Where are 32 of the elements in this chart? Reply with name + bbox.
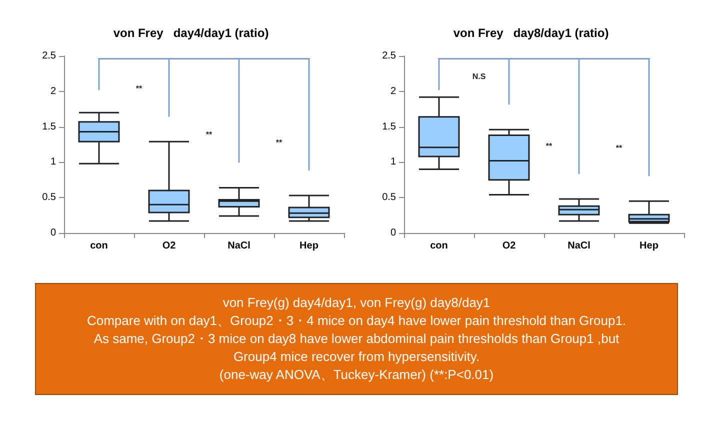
x-tick-label: con xyxy=(430,240,448,252)
y-tick-label: 0 xyxy=(50,228,56,238)
x-tick-label: con xyxy=(90,240,108,252)
chart-title: von Frey day8/day1 (ratio) xyxy=(453,26,609,40)
x-tick-label: NaCl xyxy=(568,240,591,252)
x-tick-label: O2 xyxy=(502,240,516,252)
text: (one-way ANOVA、Tuckey-Kramer) (**:P<0.01) xyxy=(218,366,495,384)
y-tick-label: 2 xyxy=(50,86,56,97)
x-tick-label: O2 xyxy=(162,240,176,252)
text: Compare with on day1、Group2・3・4 mice on day4 have lower pain threshold than Group1. xyxy=(86,312,628,330)
y-tick-label: 0.5 xyxy=(382,192,396,204)
chart-title: von Frey day4/day1 (ratio) xyxy=(113,26,269,40)
y-tick-label: 2 xyxy=(390,86,396,97)
annotation: ** xyxy=(546,142,553,151)
y-tick-label: 1.5 xyxy=(382,121,396,132)
y-tick-label: 2.5 xyxy=(382,50,396,62)
x-tick-label: Hep xyxy=(640,240,658,252)
y-tick-label: 1.5 xyxy=(42,121,56,132)
x-tick-label: Hep xyxy=(300,240,318,252)
y-tick-label: 2.5 xyxy=(42,50,56,62)
text: von Frey(g) day4/day1, von Frey(g) day8/day1 xyxy=(222,294,492,312)
y-tick-label: 0.5 xyxy=(42,192,56,204)
annotation: ** xyxy=(276,138,283,147)
annotation: ** xyxy=(136,84,143,94)
text: As same, Group2・3 mice on day8 have lower abdominal pain thresholds than Group1 ,but Group4 mice recover from hypersensitivity. xyxy=(92,330,620,366)
y-tick-label: 1 xyxy=(50,156,56,168)
annotation: N.S xyxy=(472,72,486,82)
y-tick-label: 1 xyxy=(390,156,396,168)
x-tick-label: NaCl xyxy=(228,240,251,252)
annotation: ** xyxy=(206,130,213,140)
y-tick-label: 0 xyxy=(390,228,396,238)
annotation: ** xyxy=(616,144,623,153)
